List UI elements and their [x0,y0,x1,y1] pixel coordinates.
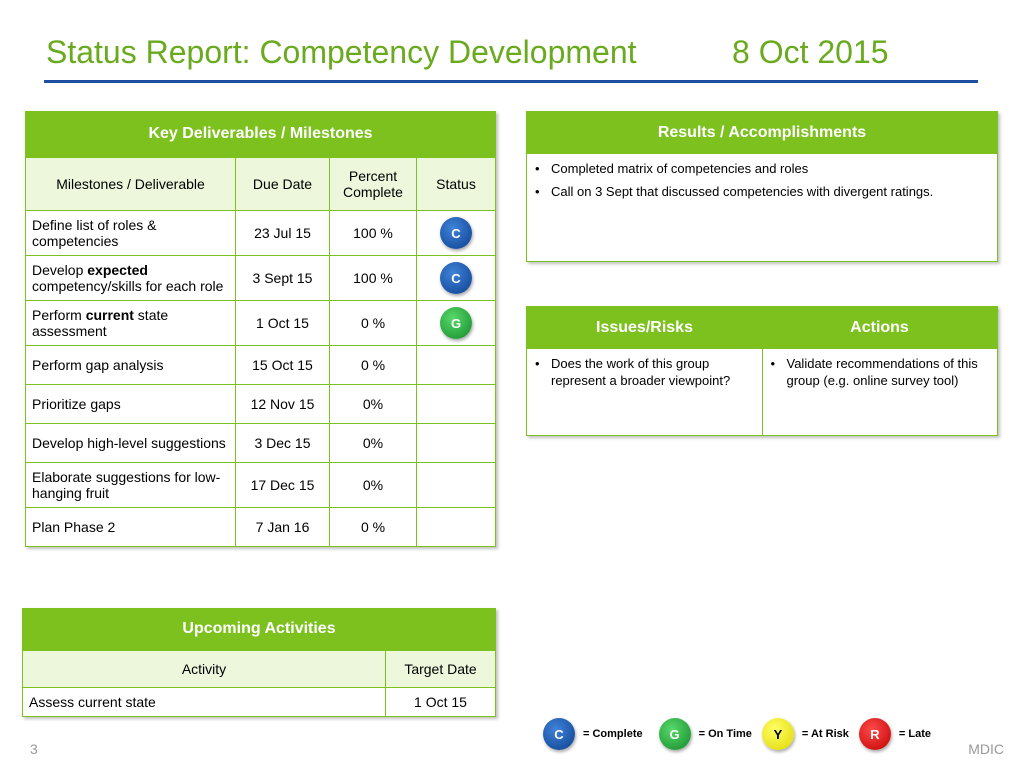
status-cell [416,384,496,424]
milestone-name: Elaborate suggestions for low-hanging fr… [25,462,236,508]
on-time-icon: G [658,718,691,750]
milestone-name: Define list of roles & competencies [25,210,236,256]
milestone-name: Plan Phase 2 [25,507,236,547]
percent-complete: 0% [329,423,417,463]
status-cell: C [416,210,496,256]
percent-complete: 0% [329,462,417,508]
status-cell [416,507,496,547]
percent-complete: 0 % [329,345,417,385]
list-item: Does the work of this group represent a … [535,355,752,389]
status-cell [416,345,496,385]
col-header-status: Status [416,157,496,211]
issues-column: Does the work of this group represent a … [527,349,763,435]
legend-item-at-risk: Y = At Risk [761,718,849,750]
results-title: Results / Accomplishments [527,112,997,154]
percent-complete: 100 % [329,210,417,256]
milestone-name: Perform current state assessment [25,300,236,346]
table-row: Perform gap analysis 15 Oct 15 0 % [25,345,496,385]
col-header-target-date: Target Date [385,650,496,688]
report-date: 8 Oct 2015 [732,34,889,70]
list-item: Call on 3 Sept that discussed competenci… [535,183,987,200]
target-date: 1 Oct 15 [385,687,496,717]
status-cell [416,462,496,508]
deliverables-table: Milestones / Deliverable Due Date Percen… [25,157,496,547]
due-date: 7 Jan 16 [235,507,330,547]
results-list: Completed matrix of competencies and rol… [527,154,997,200]
actions-column: Validate recommendations of this group (… [763,349,998,435]
milestone-name: Perform gap analysis [25,345,236,385]
page-title: Status Report: Competency Development [46,34,637,70]
table-row: Develop expected competency/skills for e… [25,255,496,301]
table-row: Assess current state 1 Oct 15 [22,687,496,717]
status-complete-icon: C [440,262,472,294]
status-cell: G [416,300,496,346]
table-row: Define list of roles & competencies 23 J… [25,210,496,256]
due-date: 3 Dec 15 [235,423,330,463]
milestone-name: Develop expected competency/skills for e… [25,255,236,301]
actions-list: Validate recommendations of this group (… [763,349,998,389]
issues-header-row: Issues/Risks Actions [527,307,997,349]
at-risk-icon: Y [761,718,794,750]
col-header-milestone: Milestones / Deliverable [25,157,236,211]
percent-complete: 100 % [329,255,417,301]
percent-complete: 0 % [329,300,417,346]
upcoming-title: Upcoming Activities [22,608,496,650]
issues-panel: Issues/Risks Actions Does the work of th… [526,306,998,436]
status-legend: C = Complete G = On Time Y = At Risk R =… [543,718,941,750]
due-date: 23 Jul 15 [235,210,330,256]
legend-item-late: R = Late [858,718,931,750]
col-header-due: Due Date [235,157,330,211]
table-row: Plan Phase 2 7 Jan 16 0 % [25,507,496,547]
page-number: 3 [30,741,38,757]
status-cell [416,423,496,463]
results-panel: Results / Accomplishments Completed matr… [526,111,998,262]
late-icon: R [858,718,891,750]
list-item: Completed matrix of competencies and rol… [535,160,987,177]
issues-body-row: Does the work of this group represent a … [527,349,997,435]
deliverables-title: Key Deliverables / Milestones [25,111,496,157]
due-date: 1 Oct 15 [235,300,330,346]
title-row: Status Report: Competency Development 8 … [46,34,978,74]
table-row: Prioritize gaps 12 Nov 15 0% [25,384,496,424]
milestone-name: Prioritize gaps [25,384,236,424]
footer-brand: MDIC [968,741,1004,757]
upcoming-table: Activity Target Date Assess current stat… [22,650,496,717]
legend-label: = Late [898,728,931,740]
due-date: 3 Sept 15 [235,255,330,301]
title-divider [44,80,978,83]
legend-item-complete: C = Complete [543,718,649,750]
table-header-row: Milestones / Deliverable Due Date Percen… [25,157,496,211]
due-date: 17 Dec 15 [235,462,330,508]
deliverables-panel: Key Deliverables / Milestones Milestones… [25,111,496,547]
actions-title: Actions [762,307,997,349]
table-header-row: Activity Target Date [22,650,496,688]
issues-list: Does the work of this group represent a … [527,349,762,389]
legend-label: = At Risk [801,728,849,740]
list-item: Validate recommendations of this group (… [771,355,988,389]
due-date: 12 Nov 15 [235,384,330,424]
percent-complete: 0 % [329,507,417,547]
issues-title: Issues/Risks [527,307,762,349]
col-header-percent: Percent Complete [329,157,417,211]
status-complete-icon: C [440,217,472,249]
complete-icon: C [543,718,575,750]
percent-complete: 0% [329,384,417,424]
table-row: Perform current state assessment 1 Oct 1… [25,300,496,346]
legend-item-on-time: G = On Time [658,718,752,750]
table-row: Develop high-level suggestions 3 Dec 15 … [25,423,496,463]
status-cell: C [416,255,496,301]
due-date: 15 Oct 15 [235,345,330,385]
activity-name: Assess current state [22,687,386,717]
table-row: Elaborate suggestions for low-hanging fr… [25,462,496,508]
legend-label: = On Time [698,728,752,740]
upcoming-panel: Upcoming Activities Activity Target Date… [22,608,496,717]
legend-label: = Complete [583,728,643,740]
status-on-time-icon: G [440,307,472,339]
col-header-activity: Activity [22,650,386,688]
milestone-name: Develop high-level suggestions [25,423,236,463]
